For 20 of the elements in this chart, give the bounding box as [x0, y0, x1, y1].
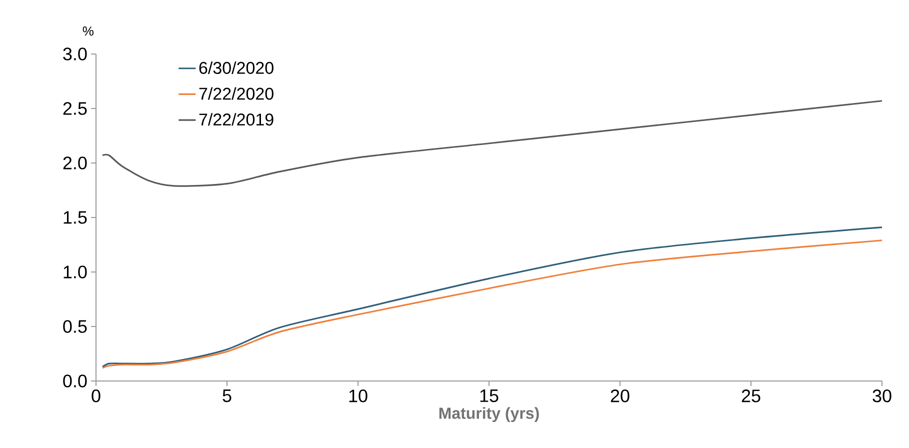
legend-label: 6/30/2020	[199, 61, 274, 74]
line-series	[102, 100, 883, 187]
x-tick-label: 15	[480, 390, 498, 402]
x-tick-label: 10	[349, 390, 368, 402]
legend-label: 7/22/2019	[199, 113, 274, 126]
x-tick-label: 30	[872, 390, 892, 402]
x-tick-label: 5	[222, 390, 232, 402]
x-tick-label: 20	[610, 390, 630, 402]
y-tick-label: 2.5	[63, 102, 87, 115]
y-tick-label: 3.0	[63, 48, 87, 60]
x-axis-title: Maturity (yrs)	[439, 407, 539, 422]
y-tick-label: 1.0	[64, 266, 87, 278]
y-tick-label: 0.5	[63, 320, 87, 333]
y-tick-label: 0.0	[63, 374, 87, 388]
x-tick-label: 25	[742, 390, 760, 402]
y-tick-label: 2.0	[63, 156, 87, 170]
y-tick-label: 1.5	[64, 211, 87, 224]
y-axis-title: %	[82, 26, 94, 36]
x-tick-label: 0	[92, 390, 100, 402]
legend-label: 7/22/2020	[199, 87, 274, 100]
